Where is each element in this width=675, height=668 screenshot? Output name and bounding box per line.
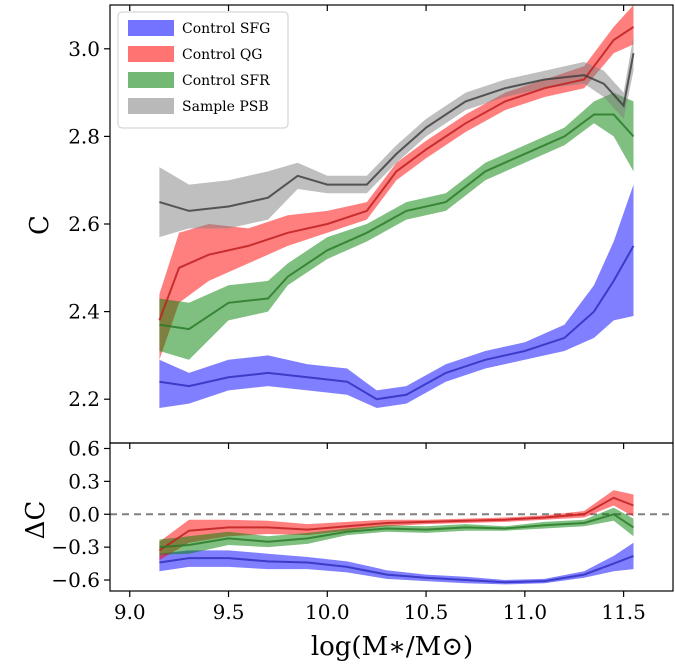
legend-swatch-qg <box>128 46 174 62</box>
x-axis-label: log(M∗/M⊙) <box>311 632 473 662</box>
legend-swatch-sfr <box>128 72 174 88</box>
ytick-label-0-1: 2.4 <box>68 300 100 324</box>
legend-swatch-psb <box>128 98 174 114</box>
bottom-ticks: −0.6 −0.3 0.0 0.3 0.6 9.0 9.5 10.0 10.5 11.0 11.5 <box>51 436 645 624</box>
line-control-qg-1 <box>158 496 634 552</box>
legend-label-sfg: Control SFG <box>182 21 270 37</box>
ytick-label-0-4: 3.0 <box>68 37 100 61</box>
ytick-label-1-1: −0.3 <box>51 535 100 559</box>
legend-label-sfr: Control SFR <box>182 73 270 89</box>
legend: Control SFG Control QG Control SFR Sampl… <box>117 11 289 129</box>
ytick-label-0-0: 2.2 <box>68 387 100 411</box>
line-sample-psb-0 <box>159 53 635 212</box>
band-control-sfg-0 <box>159 184 634 408</box>
top-lines <box>158 26 635 401</box>
line-control-sfg-1 <box>159 554 634 584</box>
band-control-sfr-1 <box>159 507 634 555</box>
ytick-label-1-4: 0.6 <box>68 436 100 460</box>
xtick-label-4: 11.0 <box>503 600 548 624</box>
ytick-label-1-3: 0.3 <box>68 469 100 493</box>
top-ticks: 2.2 2.4 2.6 2.8 3.0 <box>68 5 625 449</box>
bottom-panel-frame <box>109 442 674 592</box>
legend-label-qg: Control QG <box>182 47 263 63</box>
top-ylabel: C <box>25 215 55 235</box>
line-control-sfr-0 <box>159 113 635 331</box>
bottom-ylabel: ΔC <box>21 501 51 540</box>
legend-entry-sfr: Control SFR <box>128 72 270 89</box>
legend-swatch-sfg <box>128 20 174 36</box>
band-control-qg-1 <box>159 490 634 561</box>
legend-entry-qg: Control QG <box>128 46 263 63</box>
xtick-label-2: 10.0 <box>305 600 350 624</box>
bottom-lines <box>158 496 635 584</box>
bottom-bands <box>159 490 634 585</box>
legend-entry-sfg: Control SFG <box>128 20 270 37</box>
line-control-sfg-0 <box>159 245 635 401</box>
xtick-label-5: 11.5 <box>601 600 646 624</box>
band-control-sfr-0 <box>159 92 634 360</box>
bottom-panel: −0.6−0.30.00.30.69.0 9.5 10.0 10.5 11.0 11.5 … <box>21 436 674 662</box>
ytick-label-0-3: 2.8 <box>68 124 100 148</box>
ytick-label-1-2: 0.0 <box>68 502 100 526</box>
top-panel: 2.2 2.4 2.6 2.8 3.0 C Control SFG Control QG… <box>25 4 674 449</box>
line-control-qg-0 <box>158 26 635 321</box>
legend-entry-psb: Sample PSB <box>128 98 269 115</box>
xtick-label-3: 10.5 <box>404 600 449 624</box>
ytick-label-1-0: −0.6 <box>51 568 100 592</box>
line-control-sfr-1 <box>159 513 635 549</box>
xtick-label-1: 9.5 <box>213 600 245 624</box>
ytick-label-0-2: 2.6 <box>68 212 100 236</box>
xtick-label-0: 9.0 <box>114 600 146 624</box>
legend-label-psb: Sample PSB <box>182 99 269 115</box>
